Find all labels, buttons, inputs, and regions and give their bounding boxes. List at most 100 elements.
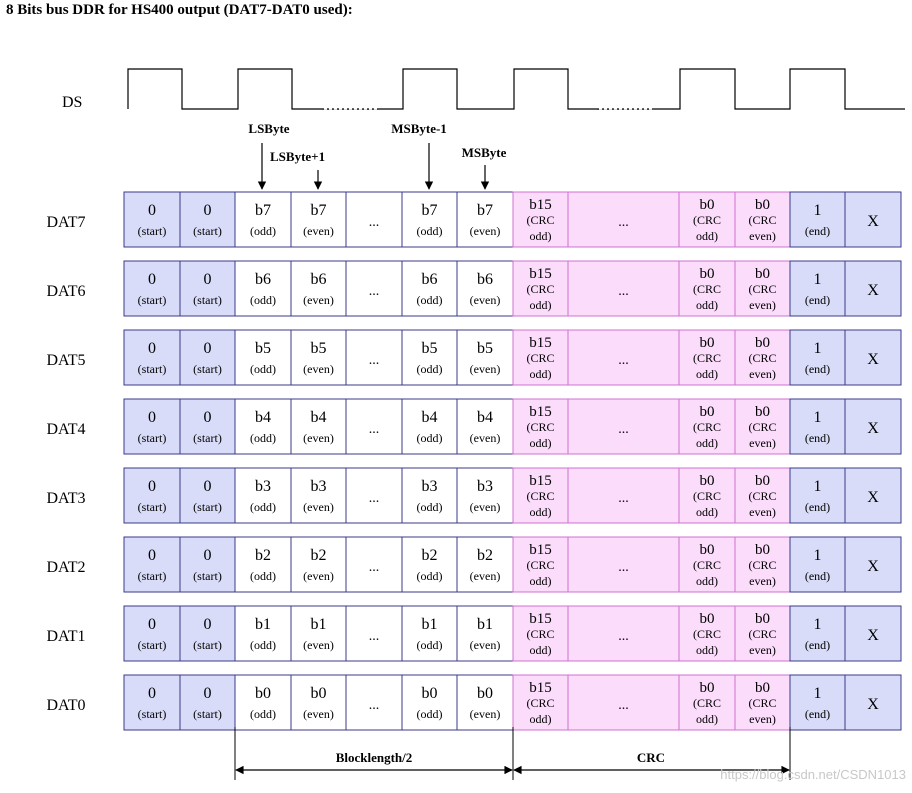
start-bit: 0 [204, 409, 212, 426]
crc-bit-sub: (CRC [526, 351, 554, 365]
data-ellipsis: ... [369, 560, 380, 575]
data-bit: b7 [477, 202, 493, 219]
crc-bit: b0 [700, 197, 715, 213]
crc-bit-sub: odd) [530, 574, 552, 588]
data-bit-sub: (odd) [417, 707, 443, 721]
data-line-label: DAT7 [46, 214, 85, 231]
end-bit: 1 [814, 340, 822, 357]
data-bit: b1 [311, 616, 327, 633]
crc-ellipsis: ... [618, 560, 629, 575]
crc-bit: b0 [755, 611, 770, 627]
data-line-row: DAT1 0 (start) 0 (start) b1 (odd) b1 (even) b1 (od… [46, 605, 902, 662]
data-bit: b1 [255, 616, 271, 633]
crc-bit-sub: odd) [696, 574, 718, 588]
idle-bit: X [867, 558, 879, 575]
data-line-row: DAT6 0 (start) 0 (start) b6 (odd) b6 (even) b6 (od… [46, 260, 902, 317]
crc-bit-sub: odd) [530, 712, 552, 726]
crc-bit-sub: odd) [696, 367, 718, 381]
start-bit: 0 [204, 616, 212, 633]
idle-bit: X [867, 696, 879, 713]
data-bit: b7 [422, 202, 438, 219]
end-bit: 1 [814, 271, 822, 288]
data-bit: b4 [311, 409, 327, 426]
data-bit-sub: (even) [470, 224, 501, 238]
pointer-label-0: LSByte [248, 121, 289, 136]
pointer-label-3: MSByte [462, 145, 507, 160]
data-ellipsis: ... [369, 629, 380, 644]
data-bit: b2 [255, 547, 271, 564]
data-bit-sub: (odd) [417, 224, 443, 238]
idle-bit: X [867, 489, 879, 506]
crc-bit-sub: (CRC [693, 282, 721, 296]
crc-bit: b0 [755, 680, 770, 696]
data-bit: b1 [422, 616, 438, 633]
crc-ellipsis: ... [618, 215, 629, 230]
crc-bit-sub: even) [749, 229, 776, 243]
start-bit-sub: (start) [193, 500, 222, 514]
data-ellipsis: ... [369, 698, 380, 713]
crc-bit: b0 [700, 611, 715, 627]
data-line-label: DAT0 [46, 697, 85, 714]
data-bit-sub: (even) [303, 431, 334, 445]
crc-ellipsis: ... [618, 353, 629, 368]
data-ellipsis: ... [369, 215, 380, 230]
data-line-row: DAT0 0 (start) 0 (start) b0 (odd) b0 (even) b0 (od… [46, 674, 902, 731]
end-bit-sub: (end) [805, 500, 830, 514]
data-ellipsis: ... [369, 353, 380, 368]
pointer-label-1: LSByte+1 [270, 149, 325, 164]
end-bit: 1 [814, 685, 822, 702]
crc-bit-sub: (CRC [693, 213, 721, 227]
data-bit: b0 [477, 685, 493, 702]
end-bit-sub: (end) [805, 569, 830, 583]
end-bit: 1 [814, 478, 822, 495]
ds-waveform [127, 68, 905, 110]
start-bit-sub: (start) [193, 431, 222, 445]
crc-bit-sub: (CRC [693, 489, 721, 503]
start-bit-sub: (start) [193, 224, 222, 238]
start-bit-sub: (start) [138, 362, 167, 376]
start-bit-sub: (start) [138, 638, 167, 652]
data-bit-sub: (even) [303, 224, 334, 238]
data-bit-sub: (even) [470, 707, 501, 721]
crc-bit-sub: (CRC [748, 696, 776, 710]
start-bit: 0 [148, 202, 156, 219]
crc-bit: b15 [529, 197, 552, 213]
data-bit-sub: (odd) [250, 224, 276, 238]
crc-bit-sub: (CRC [748, 213, 776, 227]
data-bit-sub: (odd) [250, 362, 276, 376]
start-bit: 0 [204, 685, 212, 702]
end-bit-sub: (end) [805, 707, 830, 721]
crc-bit-sub: (CRC [526, 558, 554, 572]
end-bit: 1 [814, 547, 822, 564]
crc-bit: b15 [529, 266, 552, 282]
crc-bit-sub: even) [749, 574, 776, 588]
crc-bit-sub: (CRC [748, 351, 776, 365]
end-bit-sub: (end) [805, 224, 830, 238]
start-bit: 0 [148, 409, 156, 426]
crc-bit: b0 [700, 680, 715, 696]
end-bit: 1 [814, 616, 822, 633]
data-line-label: DAT3 [46, 490, 85, 507]
data-bit-sub: (odd) [417, 362, 443, 376]
ds-signal-label: DS [62, 94, 82, 111]
start-bit-sub: (start) [138, 224, 167, 238]
crc-bit-sub: odd) [530, 229, 552, 243]
data-bit-sub: (odd) [250, 707, 276, 721]
data-bit-sub: (even) [470, 362, 501, 376]
crc-bit-sub: (CRC [748, 420, 776, 434]
crc-ellipsis: ... [618, 629, 629, 644]
crc-bit: b0 [755, 542, 770, 558]
crc-bit: b15 [529, 473, 552, 489]
data-bit: b5 [255, 340, 271, 357]
start-bit-sub: (start) [193, 569, 222, 583]
crc-bit-sub: (CRC [526, 213, 554, 227]
end-bit-sub: (end) [805, 362, 830, 376]
watermark: https://blog.csdn.net/CSDN1013 [720, 767, 906, 782]
data-bit: b3 [255, 478, 271, 495]
data-line-label: DAT4 [46, 421, 85, 438]
data-ellipsis: ... [369, 284, 380, 299]
crc-bit: b15 [529, 542, 552, 558]
data-bit: b3 [311, 478, 327, 495]
crc-bit: b0 [755, 335, 770, 351]
data-line-row: DAT4 0 (start) 0 (start) b4 (odd) b4 (even) b4 (od… [46, 398, 902, 455]
